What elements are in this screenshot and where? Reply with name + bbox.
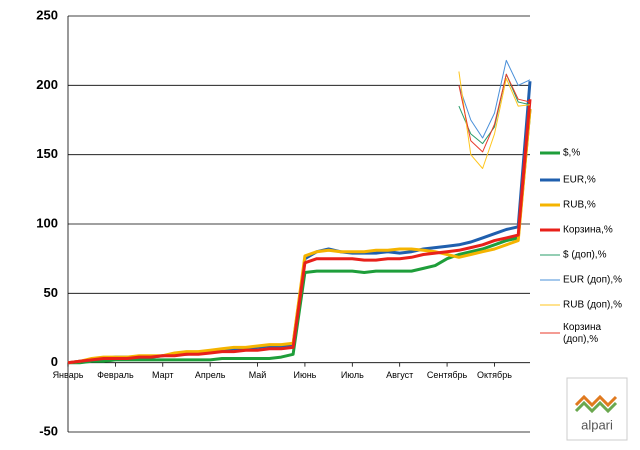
x-tick-label: Июнь [293, 370, 316, 380]
x-tick-label: Июль [341, 370, 364, 380]
legend-label: RUB (доп),% [563, 300, 622, 311]
series-line [458, 59, 531, 139]
y-tick-label: 150 [36, 146, 58, 161]
legend-label: EUR,% [563, 175, 596, 186]
legend-label: Корзина (доп),% [563, 322, 602, 345]
series-line [67, 99, 532, 365]
x-tick-label: Февраль [97, 370, 134, 380]
legend-label-line: (доп),% [563, 334, 598, 345]
x-tick-label: Октябрь [477, 370, 512, 380]
y-tick-label: 0 [51, 354, 58, 369]
logo-mark [574, 394, 618, 408]
legend-label: $ (доп),% [563, 250, 607, 261]
legend-label-line: Корзина [563, 322, 602, 333]
x-tick-label: Май [249, 370, 267, 380]
logo-text: alpari [581, 417, 613, 432]
legend-label: RUB,% [563, 200, 596, 211]
x-tick-label: Март [152, 370, 174, 380]
x-tick-label: Апрель [195, 370, 226, 380]
y-tick-label: 250 [36, 7, 58, 22]
y-tick-label: 50 [44, 285, 58, 300]
series-line [458, 73, 531, 145]
x-tick-label: Январь [53, 370, 84, 380]
legend-label: $,% [563, 148, 580, 159]
y-tick-label: -50 [39, 423, 58, 438]
logo: alpari [566, 377, 628, 441]
x-tick-label: Август [386, 370, 413, 380]
legend-label: Корзина,% [563, 225, 613, 236]
y-tick-label: 200 [36, 77, 58, 92]
legend-label: EUR (доп),% [563, 275, 622, 286]
x-tick-label: Сентябрь [427, 370, 468, 380]
logo-mark [574, 400, 618, 414]
y-tick-label: 100 [36, 215, 58, 230]
series-line [458, 73, 531, 153]
series-line [458, 71, 531, 169]
